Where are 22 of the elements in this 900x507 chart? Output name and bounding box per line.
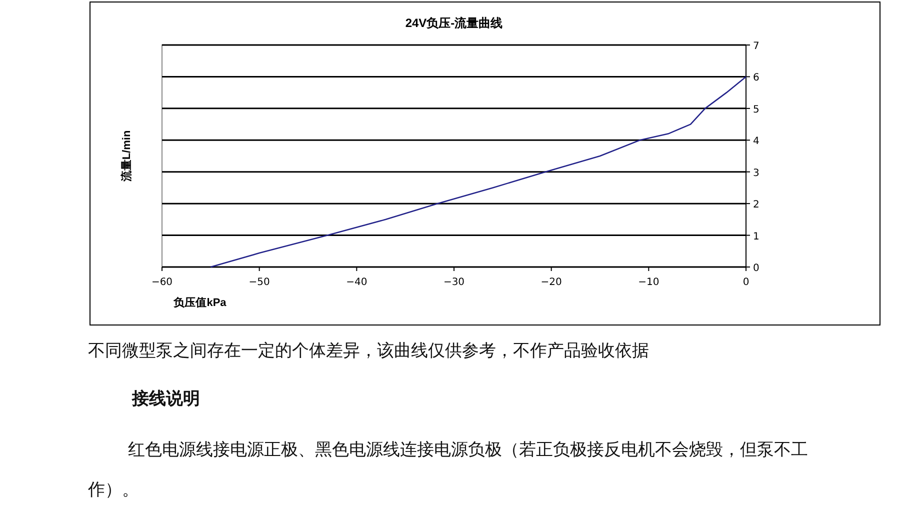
text: 不同微型泵之间存在一定的个体差异，该曲线仅供参考，不作产品验收依据 — [88, 340, 650, 362]
x-tick-label: −50 — [248, 277, 270, 288]
y-tick-label: 3 — [753, 168, 760, 179]
y-tick-label: 2 — [753, 200, 760, 211]
x-tick-label: −40 — [346, 277, 368, 288]
text: 红色电源线接电源正极、黑色电源线连接电源负极（若正负极接反电机不会烧毁，但泵不工作）。 — [88, 440, 808, 499]
y-axis-title: 流量L/min — [120, 130, 133, 183]
y-tick-label: 6 — [753, 72, 760, 84]
line-series — [210, 76, 747, 268]
x-tick-label: −60 — [151, 277, 173, 288]
x-axis-title: 负压值kPa — [172, 296, 228, 309]
y-tick-label: 5 — [753, 104, 760, 116]
x-tick-label: 0 — [742, 277, 750, 288]
y-tick-label: 4 — [753, 136, 760, 148]
y-tick-label: 7 — [753, 41, 760, 52]
x-tick-label: −20 — [540, 277, 562, 288]
x-tick-label: −30 — [443, 277, 465, 288]
y-tick-label: 1 — [753, 231, 760, 242]
text: 接线说明 — [132, 388, 201, 410]
x-tick-label: −10 — [638, 277, 660, 288]
y-tick-label: 0 — [753, 263, 760, 274]
chart-title: 24V负压-流量曲线 — [405, 16, 503, 30]
